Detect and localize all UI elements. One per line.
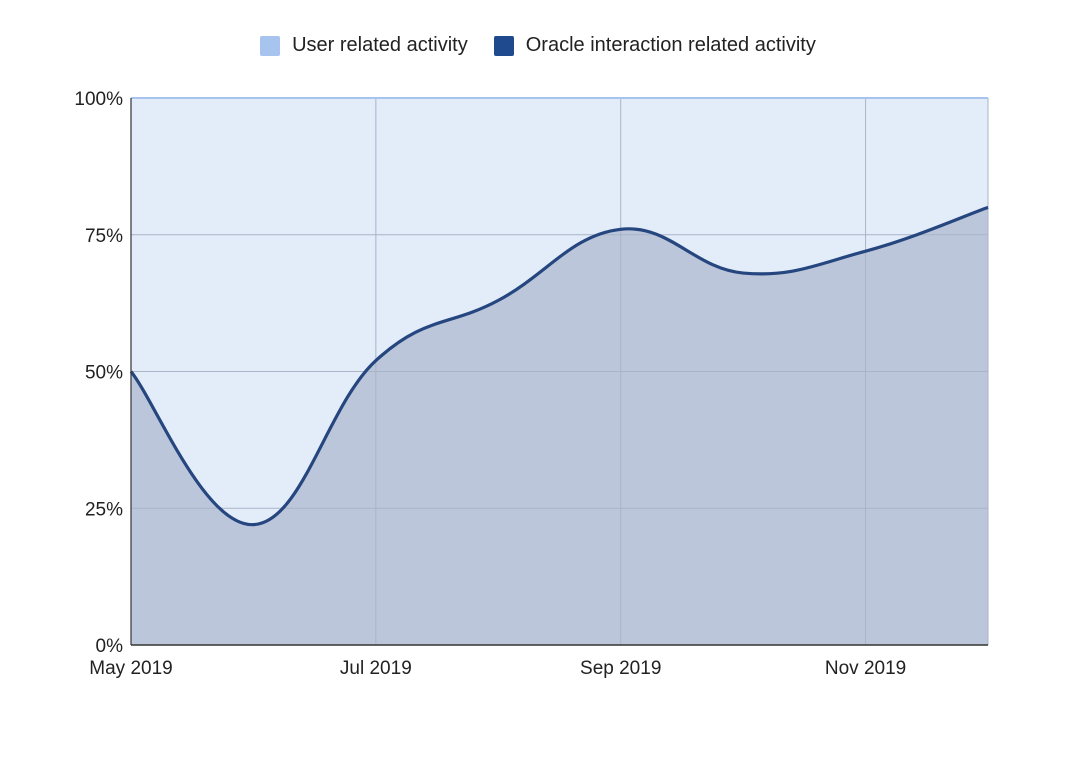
legend-swatch-user (260, 35, 281, 56)
x-tick-label-3: Nov 2019 (825, 658, 906, 679)
x-tick-label-1: Jul 2019 (340, 658, 412, 679)
legend: User related activity Oracle interaction… (0, 34, 1076, 57)
legend-label-user: User related activity (292, 34, 468, 56)
legend-label-oracle: Oracle interaction related activity (525, 34, 816, 56)
legend-swatch-oracle (493, 35, 514, 56)
legend-item-user: User related activity (260, 34, 468, 57)
y-tick-label-0: 0% (96, 636, 124, 657)
x-tick-label-2: Sep 2019 (580, 658, 661, 679)
area-oracle (131, 207, 988, 645)
y-tick-label-3: 75% (85, 226, 123, 247)
y-tick-label-2: 50% (85, 363, 123, 384)
x-tick-label-0: May 2019 (89, 658, 172, 679)
line-oracle (129, 205, 989, 527)
y-tick-label-4: 100% (74, 89, 123, 110)
legend-item-oracle: Oracle interaction related activity (493, 34, 816, 57)
y-tick-label-1: 25% (85, 499, 123, 520)
